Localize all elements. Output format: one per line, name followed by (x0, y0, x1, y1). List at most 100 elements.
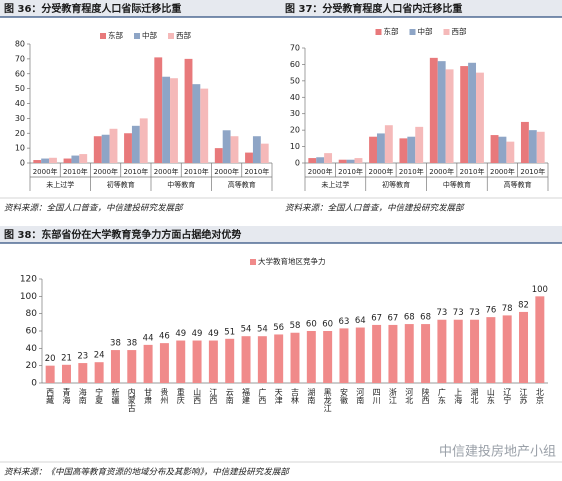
bar (225, 338, 235, 383)
bar (415, 126, 424, 163)
data-label: 63 (339, 317, 350, 327)
bar (502, 315, 512, 383)
y-tick-label: 20 (26, 361, 38, 371)
y-tick-label: 120 (20, 275, 37, 285)
bar (170, 78, 178, 163)
data-label: 54 (257, 325, 268, 335)
y-tick-label: 10 (15, 144, 25, 153)
bar (421, 324, 431, 383)
y-tick-label: 40 (15, 99, 25, 108)
bar (316, 157, 325, 163)
x-tick-label: 2000年 (490, 167, 515, 176)
x-tick-label: 湖南 (307, 388, 316, 404)
x-tick-label: 陕西 (421, 387, 430, 405)
x-tick-label: 四川 (372, 388, 381, 404)
bar (192, 84, 201, 163)
bar (290, 332, 300, 383)
x-tick-label: 吉林 (291, 388, 300, 405)
bar (338, 159, 347, 163)
bar (468, 62, 477, 163)
group-label: 初等教育 (382, 180, 410, 189)
data-label: 100 (532, 285, 548, 295)
bar (124, 133, 132, 163)
x-tick-label: 河南 (356, 387, 365, 404)
data-label: 54 (241, 325, 252, 335)
bar (110, 350, 120, 383)
y-tick-label: 50 (290, 76, 300, 85)
group-label: 未上过学 (321, 180, 349, 189)
bar (536, 131, 545, 163)
legend-swatch (443, 29, 450, 35)
source: 资料来源：全国人口普查，中信建投研究发展部 (285, 203, 465, 214)
legend-label: 东部 (108, 30, 123, 40)
legend-swatch (409, 29, 416, 35)
bar (407, 136, 416, 163)
data-label: 49 (192, 329, 203, 339)
y-tick-label: 70 (15, 54, 25, 63)
source: 资料来源：《中国高等教育资源的地域分布及其影响》，中信建投研究发展部 (4, 467, 290, 478)
data-label: 68 (404, 313, 415, 323)
bar (109, 128, 118, 163)
data-label: 56 (273, 323, 284, 333)
bar (162, 76, 171, 163)
x-tick-label: 2000年 (154, 167, 179, 176)
bar (520, 121, 529, 163)
data-label: 82 (518, 300, 529, 310)
x-tick-label: 重庆 (176, 387, 185, 405)
data-label: 20 (45, 354, 56, 364)
x-tick-label: 2010年 (244, 167, 269, 176)
legend-label: 西部 (452, 26, 467, 36)
y-tick-label: 80 (26, 309, 38, 319)
title-bar (0, 0, 562, 17)
y-tick-label: 20 (290, 126, 300, 135)
data-label: 44 (143, 333, 154, 343)
bar (306, 331, 316, 383)
bar (176, 340, 186, 383)
legend-label: 中部 (418, 26, 433, 36)
data-label: 64 (355, 316, 366, 326)
x-tick-label: 新疆 (111, 387, 120, 405)
legend-swatch (134, 33, 140, 39)
chart-title: 图 38：东部省份在大学教育竞争力方面占据绝对优势 (4, 228, 241, 241)
bar (399, 138, 408, 163)
x-tick-label: 2000年 (429, 167, 454, 176)
x-tick-label: 黑龙江 (323, 388, 332, 413)
y-tick-label: 40 (26, 344, 38, 354)
data-label: 38 (126, 339, 137, 349)
data-label: 67 (371, 313, 382, 323)
legend-swatch (375, 29, 382, 35)
x-tick-label: 西藏 (46, 388, 55, 405)
bar (355, 327, 365, 383)
data-label: 73 (469, 308, 480, 318)
y-tick-label: 60 (290, 60, 300, 69)
x-tick-label: 云南 (225, 388, 234, 404)
x-tick-label: 2000年 (93, 167, 118, 176)
bar (437, 61, 446, 164)
y-tick-label: 50 (15, 84, 25, 93)
group-label: 高等教育 (228, 180, 256, 189)
x-tick-label: 广东 (437, 387, 446, 404)
bar (323, 331, 333, 383)
group-label: 初等教育 (107, 180, 135, 189)
data-label: 73 (453, 308, 464, 318)
x-tick-label: 天津 (274, 388, 283, 405)
bar (139, 118, 148, 163)
bar (230, 136, 239, 163)
bar (384, 125, 393, 163)
bar (354, 158, 363, 163)
bar (257, 336, 267, 383)
y-tick-label: 30 (290, 109, 300, 118)
group-label: 中等教育 (443, 180, 471, 189)
bar (49, 157, 57, 163)
bar (45, 365, 55, 383)
bar (241, 336, 251, 383)
bar (445, 69, 454, 163)
bar (79, 154, 88, 163)
data-label: 38 (110, 339, 121, 349)
bar (506, 141, 515, 163)
x-tick-label: 浙江 (388, 387, 397, 405)
bar (437, 319, 447, 383)
data-label: 60 (322, 320, 333, 330)
bar (486, 317, 496, 383)
